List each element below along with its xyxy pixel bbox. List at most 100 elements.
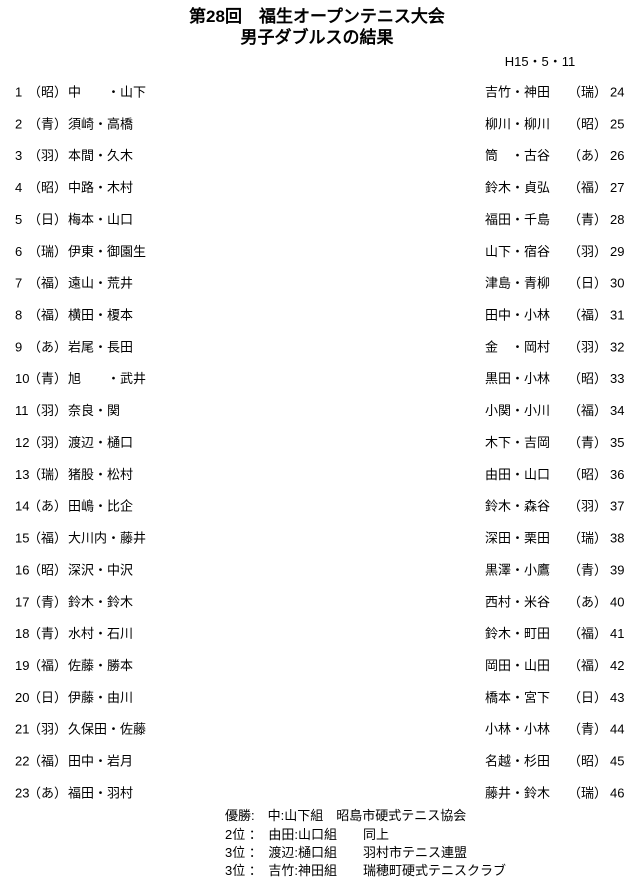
svg-text:（瑞）: （瑞）	[568, 531, 607, 546]
svg-text:小林・小林: 小林・小林	[485, 722, 550, 737]
svg-text:遠山・荒井: 遠山・荒井	[68, 276, 133, 291]
svg-text:岩尾・長田: 岩尾・長田	[68, 339, 133, 354]
svg-text:（福）: （福）	[28, 531, 67, 546]
svg-text:33: 33	[610, 371, 624, 386]
svg-text:32: 32	[610, 339, 624, 354]
svg-text:渡辺・樋口: 渡辺・樋口	[68, 435, 133, 450]
svg-text:（羽）: （羽）	[28, 403, 67, 418]
svg-text:3位 ： 渡辺:樋口組 羽村市テニス連盟: 3位 ： 渡辺:樋口組 羽村市テニス連盟	[225, 845, 467, 860]
svg-text:（青）: （青）	[568, 435, 607, 450]
svg-text:11: 11	[15, 403, 29, 418]
svg-text:（青）: （青）	[568, 212, 607, 227]
svg-text:44: 44	[610, 722, 624, 737]
svg-text:（昭）: （昭）	[568, 116, 607, 131]
svg-text:37: 37	[610, 499, 624, 514]
svg-text:35: 35	[610, 435, 624, 450]
svg-text:（日）: （日）	[568, 690, 607, 705]
svg-text:（福）: （福）	[568, 180, 607, 195]
svg-text:深沢・中沢: 深沢・中沢	[68, 562, 133, 577]
svg-text:26: 26	[610, 148, 624, 163]
svg-text:田嶋・比企: 田嶋・比企	[68, 499, 133, 514]
svg-text:田中・岩月: 田中・岩月	[68, 754, 133, 769]
svg-text:（あ）: （あ）	[568, 148, 607, 163]
svg-text:1: 1	[15, 85, 22, 100]
svg-text:鈴木・森谷: 鈴木・森谷	[485, 499, 550, 514]
svg-text:2位 ： 由田:山口組 同上: 2位 ： 由田:山口組 同上	[225, 827, 389, 842]
svg-text:43: 43	[610, 690, 624, 705]
svg-text:（福）: （福）	[568, 308, 607, 323]
svg-text:（昭）: （昭）	[568, 467, 607, 482]
svg-text:久保田・佐藤: 久保田・佐藤	[68, 722, 146, 737]
svg-text:39: 39	[610, 562, 624, 577]
svg-text:岡田・山田: 岡田・山田	[485, 658, 550, 673]
svg-text:（瑞）: （瑞）	[28, 467, 67, 482]
svg-text:福田・千島: 福田・千島	[485, 212, 550, 227]
svg-text:42: 42	[610, 658, 624, 673]
svg-text:36: 36	[610, 467, 624, 482]
svg-text:34: 34	[610, 403, 624, 418]
svg-text:第28回 福生オープンテニス大会: 第28回 福生オープンテニス大会	[189, 6, 445, 26]
svg-text:（羽）: （羽）	[568, 339, 607, 354]
svg-text:由田・山口: 由田・山口	[485, 467, 550, 482]
svg-text:黒田・小林: 黒田・小林	[485, 371, 550, 386]
svg-text:28: 28	[610, 212, 624, 227]
svg-text:46: 46	[610, 785, 624, 800]
svg-text:橋本・宮下: 橋本・宮下	[485, 690, 550, 705]
svg-text:9: 9	[15, 339, 22, 354]
svg-text:（昭）: （昭）	[28, 562, 67, 577]
svg-text:（青）: （青）	[568, 562, 607, 577]
svg-text:（あ）: （あ）	[568, 594, 607, 609]
svg-text:（あ）: （あ）	[28, 499, 67, 514]
svg-text:（福）: （福）	[28, 276, 67, 291]
svg-text:3位 ： 吉竹:神田組 瑞穂町硬式テニスクラブ: 3位 ： 吉竹:神田組 瑞穂町硬式テニスクラブ	[225, 863, 506, 878]
svg-text:（日）: （日）	[28, 690, 67, 705]
svg-text:（羽）: （羽）	[568, 244, 607, 259]
svg-text:38: 38	[610, 531, 624, 546]
svg-text:H15・5・11: H15・5・11	[505, 54, 576, 69]
svg-text:30: 30	[610, 276, 624, 291]
svg-text:（昭）: （昭）	[568, 754, 607, 769]
svg-text:金 ・岡村: 金 ・岡村	[485, 339, 550, 354]
svg-text:梅本・山口: 梅本・山口	[68, 212, 133, 227]
svg-text:（福）: （福）	[28, 658, 67, 673]
svg-text:（瑞）: （瑞）	[568, 785, 607, 800]
svg-text:3: 3	[15, 148, 22, 163]
svg-text:（福）: （福）	[568, 403, 607, 418]
svg-text:（あ）: （あ）	[28, 339, 67, 354]
svg-text:福田・羽村: 福田・羽村	[68, 785, 133, 800]
svg-text:大川内・藤井: 大川内・藤井	[68, 531, 146, 546]
svg-text:（瑞）: （瑞）	[568, 85, 607, 100]
svg-text:黒澤・小鷹: 黒澤・小鷹	[485, 562, 550, 577]
svg-text:29: 29	[610, 244, 624, 259]
svg-text:（瑞）: （瑞）	[28, 244, 67, 259]
svg-text:5: 5	[15, 212, 22, 227]
svg-text:男子ダブルスの結果: 男子ダブルスの結果	[241, 27, 394, 47]
svg-text:（あ）: （あ）	[28, 785, 67, 800]
svg-text:（青）: （青）	[28, 371, 67, 386]
svg-text:鈴木・鈴木: 鈴木・鈴木	[68, 594, 133, 609]
svg-text:（青）: （青）	[568, 722, 607, 737]
svg-text:25: 25	[610, 116, 624, 131]
svg-text:（福）: （福）	[28, 754, 67, 769]
svg-text:41: 41	[610, 626, 624, 641]
svg-text:藤井・鈴木: 藤井・鈴木	[485, 785, 550, 800]
svg-text:（羽）: （羽）	[28, 722, 67, 737]
svg-text:奈良・関: 奈良・関	[68, 403, 120, 418]
svg-text:（昭）: （昭）	[28, 85, 67, 100]
svg-text:31: 31	[610, 308, 624, 323]
svg-text:4: 4	[15, 180, 22, 195]
svg-text:伊東・御園生: 伊東・御園生	[68, 244, 146, 259]
svg-text:27: 27	[610, 180, 624, 195]
svg-text:田中・小林: 田中・小林	[485, 308, 550, 323]
svg-text:伊藤・由川: 伊藤・由川	[68, 690, 133, 705]
svg-text:西村・米谷: 西村・米谷	[485, 594, 550, 609]
svg-text:山下・宿谷: 山下・宿谷	[485, 244, 550, 259]
svg-text:須崎・高橋: 須崎・高橋	[68, 116, 133, 131]
svg-text:（青）: （青）	[28, 594, 67, 609]
svg-text:柳川・柳川: 柳川・柳川	[485, 116, 550, 131]
svg-text:40: 40	[610, 594, 624, 609]
svg-text:（昭）: （昭）	[28, 180, 67, 195]
svg-text:筒 ・古谷: 筒 ・古谷	[485, 148, 550, 163]
svg-text:本間・久木: 本間・久木	[68, 148, 133, 163]
svg-text:（福）: （福）	[28, 308, 67, 323]
